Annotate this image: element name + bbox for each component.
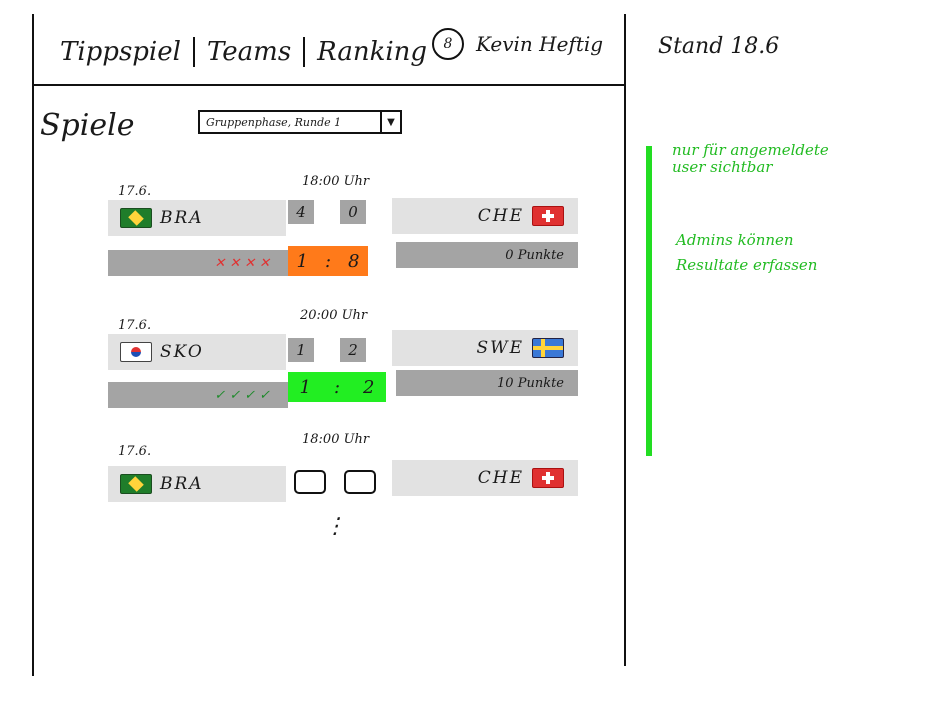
result-away: 8 (348, 250, 360, 272)
chevron-down-icon[interactable]: ▼ (380, 112, 400, 132)
result-separator: : (324, 250, 332, 272)
switzerland-flag-icon (532, 206, 564, 226)
main-nav: Tippspiel Teams Ranking (60, 30, 427, 74)
away-team: CHE (392, 460, 578, 496)
tip-result-marks: ✕✕✕✕ (108, 250, 288, 276)
version-note: Stand 18.6 (658, 34, 780, 59)
match-time: 18:00 Uhr (302, 432, 370, 447)
frame-left-border (32, 14, 34, 676)
match-date: 17.6. (118, 444, 152, 459)
tip-away-input[interactable] (344, 470, 376, 494)
tip-home-input[interactable]: 4 (288, 200, 314, 224)
brazil-flag-icon (120, 474, 152, 494)
more-matches-indicator: ⋮ (324, 514, 346, 539)
match-date: 17.6. (118, 318, 152, 333)
away-team: SWE (392, 330, 578, 366)
home-team-code: BRA (160, 474, 204, 494)
annotation-line: nur für angemeldete (672, 141, 829, 159)
tip-home-input[interactable]: 1 (288, 338, 314, 362)
tip-result-marks: ✓✓✓✓ (108, 382, 288, 408)
annotation-line: user sichtbar (672, 158, 773, 176)
home-team-code: SKO (160, 342, 204, 362)
header-divider (32, 84, 626, 86)
match-time: 18:00 Uhr (302, 174, 370, 189)
annotation-line: Admins können (676, 231, 794, 249)
nav-separator (303, 37, 306, 67)
result-home: 1 (299, 376, 311, 398)
round-select-value: Gruppenphase, Runde 1 (206, 115, 342, 129)
annotation-note: Admins können Resultate erfassen (676, 232, 817, 274)
user-menu[interactable]: 8 Kevin Heftig (432, 28, 603, 60)
user-name: Kevin Heftig (476, 32, 604, 56)
tip-away-input[interactable]: 2 (340, 338, 366, 362)
brazil-flag-icon (120, 208, 152, 228)
match-result: 1 : 2 (288, 372, 386, 402)
switzerland-flag-icon (532, 468, 564, 488)
points-label: 0 Punkte (396, 242, 578, 268)
result-separator: : (333, 376, 341, 398)
match-result: 1 : 8 (288, 246, 368, 276)
round-select[interactable]: Gruppenphase, Runde 1 ▼ (198, 110, 402, 134)
frame-right-border (624, 14, 626, 666)
points-label: 10 Punkte (396, 370, 578, 396)
away-team-code: CHE (477, 206, 524, 226)
home-team: SKO (108, 334, 286, 370)
sweden-flag-icon (532, 338, 564, 358)
result-home: 1 (296, 250, 308, 272)
home-team: BRA (108, 466, 286, 502)
nav-ranking[interactable]: Ranking (317, 37, 428, 67)
annotation-line: Resultate erfassen (676, 256, 818, 274)
south-korea-flag-icon (120, 342, 152, 362)
nav-tippspiel[interactable]: Tippspiel (60, 37, 181, 67)
user-avatar-icon: 8 (432, 28, 464, 60)
away-team: CHE (392, 198, 578, 234)
annotation-bar (646, 146, 652, 456)
tip-away-input[interactable]: 0 (340, 200, 366, 224)
result-away: 2 (363, 376, 375, 398)
away-team-code: CHE (477, 468, 524, 488)
tip-home-input[interactable] (294, 470, 326, 494)
nav-separator (192, 37, 195, 67)
annotation-note: nur für angemeldete user sichtbar (672, 142, 829, 176)
away-team-code: SWE (476, 338, 524, 358)
match-time: 20:00 Uhr (300, 308, 368, 323)
match-date: 17.6. (118, 184, 152, 199)
home-team: BRA (108, 200, 286, 236)
nav-teams[interactable]: Teams (206, 37, 292, 67)
page-title: Spiele (40, 108, 135, 143)
home-team-code: BRA (160, 208, 204, 228)
